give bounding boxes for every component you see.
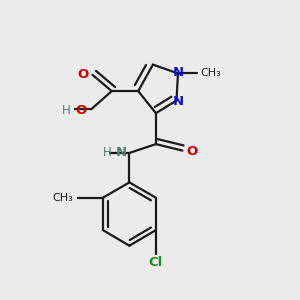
Text: N: N bbox=[172, 66, 184, 80]
Text: CH₃: CH₃ bbox=[200, 68, 221, 78]
Text: O: O bbox=[187, 145, 198, 158]
Text: H: H bbox=[62, 104, 70, 117]
Text: CH₃: CH₃ bbox=[53, 193, 74, 203]
Text: N: N bbox=[116, 146, 127, 159]
Text: O: O bbox=[77, 68, 88, 80]
Text: Cl: Cl bbox=[149, 256, 163, 269]
Text: N: N bbox=[173, 95, 184, 108]
Text: H: H bbox=[103, 146, 112, 159]
Text: O: O bbox=[75, 104, 87, 117]
